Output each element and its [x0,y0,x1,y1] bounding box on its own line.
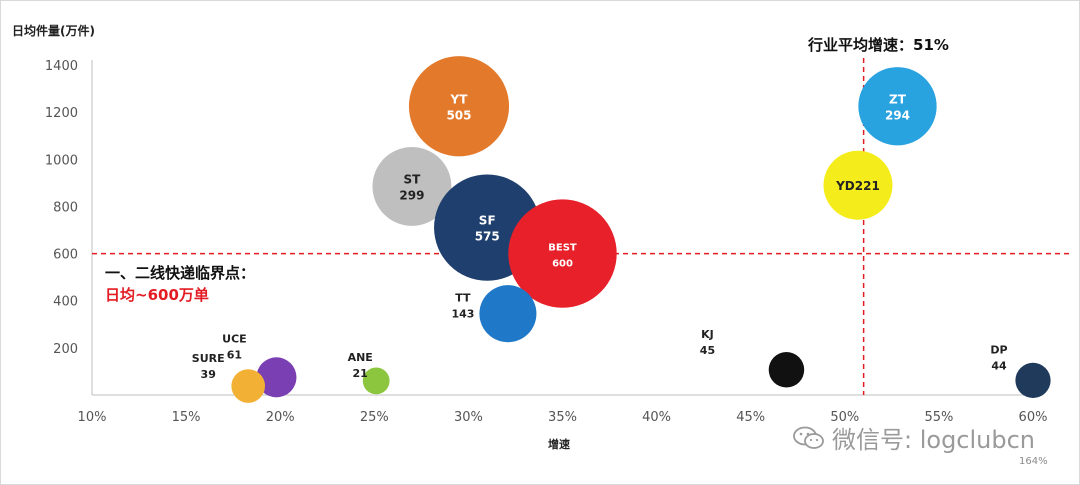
bubble-uce [256,357,297,398]
bubble-label-sf: SF [479,214,496,228]
x-tick-label: 55% [924,410,953,425]
bubbles [231,56,1051,403]
bubble-ane [362,367,390,395]
watermark: 微信号: logclubcn [792,420,1035,455]
bubble-value-ane: 21 [353,367,368,380]
threshold-annotation-line1: 一、二线快递临界点： [105,264,256,282]
x-tick-label: 50% [830,410,859,425]
x-axis-title: 增速 [548,438,570,451]
x-tick-label: 40% [642,410,671,425]
x-tick-label: 25% [360,410,389,425]
bubble-label-kj: KJ [701,328,714,341]
x-tick-label: 35% [548,410,577,425]
bubble-value-dp: 44 [991,359,1007,372]
bubble-value-sf: 575 [475,230,500,244]
bubble-best [508,199,617,308]
y-tick-label: 1200 [45,106,78,121]
wechat-icon [793,426,824,449]
bubble-value-st: 299 [399,188,424,202]
bubble-label-sure: SURE [192,352,225,365]
x-tick-label: 15% [172,410,201,425]
x-tick-label: 60% [1019,410,1048,425]
y-tick-label: 1400 [45,59,78,74]
bubble-value-uce: 61 [227,348,242,361]
threshold-annotation-line2: 日均~600万单 [105,286,209,304]
x-tick-label: 45% [736,410,765,425]
bubble-value-kj: 45 [700,344,715,357]
bubble-label-uce: UCE [222,332,247,345]
bubble-zt [858,67,937,146]
y-axis-title: 日均件量(万件) [12,24,95,38]
bubble-label-ane: ANE [348,351,373,364]
bubble-value-zt: 294 [885,108,910,122]
x-tick-label: 10% [78,410,107,425]
bubble-sure [231,369,266,403]
bubble-label-tt: TT [455,292,471,305]
x-tick-label: 20% [266,410,295,425]
bubble-yd221 [823,150,893,220]
bubble-label-yt: YT [450,92,469,106]
y-tick-label: 1000 [45,153,78,168]
bubble-value-tt: 143 [451,308,474,321]
footnote: 164% [1019,456,1048,467]
avg-growth-annotation: 行业平均增速：51% [808,36,949,54]
y-tick-label: 600 [53,248,78,263]
bubble-tt [479,285,537,343]
bubble-label-best: BEST [548,243,577,254]
y-tick-label: 200 [53,342,78,357]
bubble-label-st: ST [404,172,422,186]
watermark-text: 微信号: logclubcn [832,426,1036,454]
y-tick-label: 400 [53,295,78,310]
bubble-labels: YT 505 ZT 294 ST 299 YD221 SF 575 BEST 600 TT 143 UCE… [192,92,1008,381]
bubble-value-yt: 505 [446,108,471,122]
bubble-kj [768,352,805,388]
bubble-label-yd221: YD221 [835,179,880,193]
x-tick-label: 30% [454,410,483,425]
bubble-yt [408,56,510,157]
bubble-label-dp: DP [990,343,1007,356]
bubble-value-sure: 39 [201,368,216,381]
bubble-st [372,146,452,226]
bubble-label-zt: ZT [889,92,907,106]
bubble-dp [1015,362,1051,398]
y-tick-label: 800 [53,200,78,215]
bubble-value-best: 600 [552,259,573,270]
